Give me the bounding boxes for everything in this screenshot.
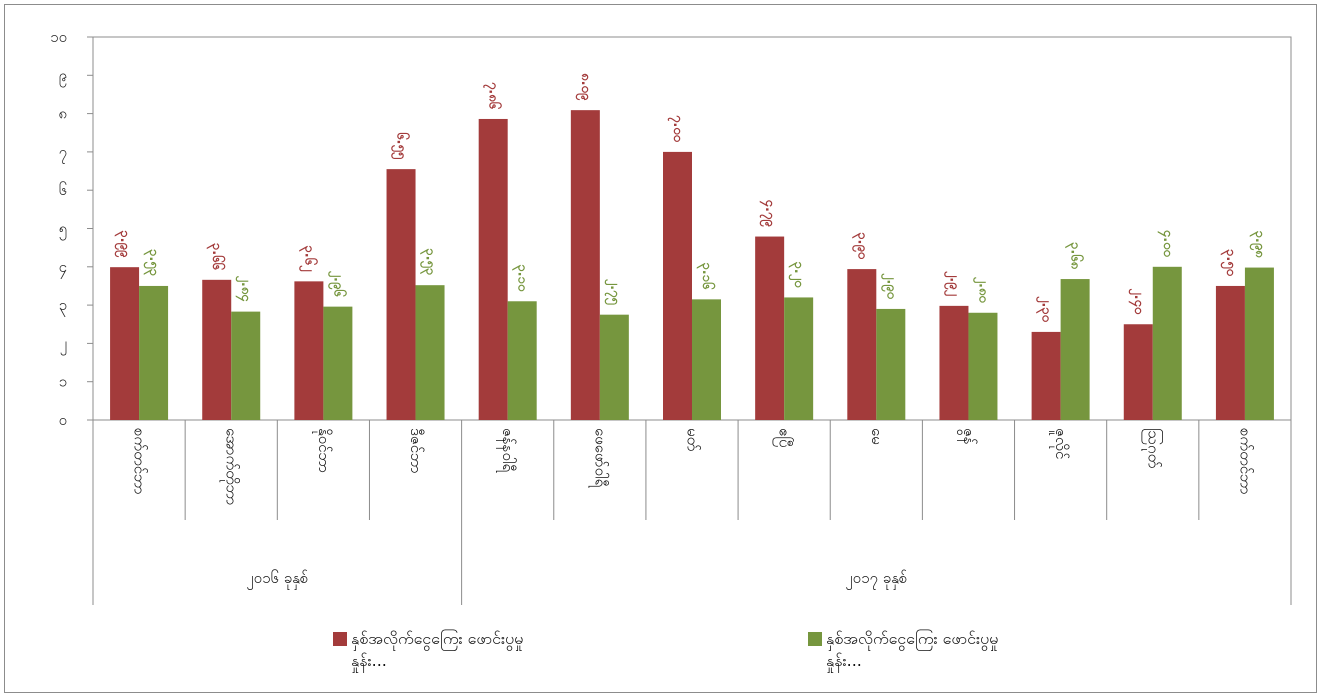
- data-label-series-1: ၆.၅၅: [391, 132, 411, 160]
- category-label: ဩဂုတ်: [1141, 428, 1163, 468]
- data-label-series-1: ၂.၉၂: [943, 271, 961, 297]
- bar-series-1: [110, 267, 140, 420]
- bar-series-2: [231, 311, 261, 420]
- category-label: မေ: [868, 428, 886, 445]
- bar-series-2: [507, 301, 537, 420]
- bar-series-1: [847, 269, 877, 420]
- data-label-series-1: ၇.၀၀: [667, 115, 685, 143]
- bar-series-1: [294, 281, 324, 420]
- y-tick-label: ၈: [58, 105, 67, 123]
- data-label-series-2: ၂.၈၀: [972, 277, 990, 304]
- category-label: ဒီဇင်ဘာ: [407, 428, 425, 474]
- data-label-series-1: ၈.၀၉: [575, 73, 593, 101]
- category-label: ဧပြီ: [773, 428, 794, 448]
- bar-series-1: [1123, 324, 1153, 420]
- bar-series-1: [1215, 285, 1245, 420]
- group-label: ၂၀၁၇ ခုနှစ်: [845, 569, 907, 590]
- bar-series-2: [968, 312, 998, 420]
- category-label: နိုဝင်ဘာ: [312, 428, 333, 473]
- y-tick-label: ၀: [59, 411, 67, 429]
- data-label-series-2: ၃.၅၃: [143, 249, 161, 277]
- data-label-series-2: ၃.၆၈: [1065, 242, 1085, 270]
- data-label-series-1: ၃.၆၂: [298, 245, 318, 272]
- bar-series-1: [939, 305, 969, 420]
- data-label-series-1: ၃.၉၀: [851, 232, 869, 260]
- bar-series-2: [415, 285, 445, 420]
- bar-series-2: [599, 314, 629, 420]
- category-label: ဇန်နဝါရီ: [496, 428, 517, 473]
- bar-series-2: [692, 299, 721, 420]
- data-label-series-2: ၄.၀၀: [1157, 230, 1175, 258]
- y-tick-label: ၉: [59, 66, 67, 87]
- data-label-series-1: ၃.၆၆: [206, 243, 226, 271]
- bar-series-2: [1244, 267, 1274, 420]
- y-tick-label: ၄: [59, 258, 67, 279]
- bar-series-1: [478, 118, 508, 420]
- category-label: စက်တင်ဘာ: [1236, 428, 1254, 495]
- bar-series-2: [876, 308, 906, 420]
- category-label: ဇူလိုင်: [1049, 428, 1070, 459]
- y-tick-label: ၁: [59, 373, 67, 391]
- y-tick-label: ၆: [59, 181, 67, 199]
- data-label-series-1: ၂.၄၀: [1128, 288, 1146, 315]
- data-label-series-2: ၃.၅၃: [420, 248, 438, 276]
- bar-series-1: [386, 169, 416, 420]
- category-label: ဖေဖော်ဝါရီ: [588, 428, 609, 489]
- bar-series-2: [1060, 279, 1090, 420]
- y-tick-label: ၃: [59, 296, 67, 317]
- bar-series-1: [1031, 331, 1061, 420]
- bar-series-2: [1152, 266, 1182, 420]
- data-label-series-1: ၂.၃၀: [1036, 296, 1054, 323]
- data-label-series-2: ၃.၁၆: [696, 262, 716, 290]
- y-tick-label: ၂: [60, 334, 67, 355]
- y-tick-label: ၅: [59, 220, 67, 241]
- data-label-series-2: ၃.၁၀: [512, 264, 530, 292]
- legend-swatch-series-1: [333, 632, 347, 646]
- bar-series-2: [784, 297, 814, 420]
- bar-series-1: [755, 236, 785, 420]
- bar-series-2: [139, 285, 169, 420]
- category-label: ဇွန်: [957, 428, 978, 445]
- legend-item-series-2: နှစ်အလိုက်ငွေကြေး ဖောင်းပွမှုနှုန်း...: [808, 628, 1016, 672]
- data-label-series-2: ၃.၉၈: [1249, 231, 1267, 259]
- bar-series-1: [663, 151, 692, 420]
- category-label: အောက်တိုဘာ: [220, 428, 241, 505]
- data-label-series-1: ၃.၅၀: [1220, 249, 1238, 277]
- data-label-series-2: ၂.၉၀: [880, 273, 898, 300]
- data-label-series-1: ၄.၇၉: [759, 200, 777, 228]
- y-tick-label: ၇: [59, 143, 67, 164]
- category-label: စက်တင်ဘာ: [131, 428, 149, 495]
- y-tick-label: ၁၀: [50, 28, 67, 46]
- bar-series-1: [570, 110, 600, 420]
- legend-label-series-1: နှစ်အလိုက်ငွေကြေး ဖောင်းပွမှုနှုန်း...: [351, 629, 524, 670]
- bar-series-1: [202, 279, 232, 420]
- bar-series-2: [323, 306, 353, 420]
- data-label-series-2: ၃.၂၀: [788, 261, 806, 288]
- data-label-series-2: ၂.၈၄: [235, 276, 253, 303]
- data-label-series-1: ၃.၉၉: [114, 230, 132, 258]
- data-label-series-2: ၂.၇၅: [604, 279, 622, 306]
- legend-label-series-2: နှစ်အလိုက်ငွေကြေး ဖောင်းပွမှုနှုန်း...: [826, 629, 999, 670]
- legend-item-series-1: နှစ်အလိုက်ငွေကြေး ဖောင်းပွမှုနှုန်း...: [333, 628, 541, 672]
- category-label: မတ်: [684, 428, 702, 451]
- data-label-series-2: ၂.၉၆: [327, 271, 347, 298]
- data-label-series-1: ၇.၈၆: [483, 82, 503, 110]
- legend-swatch-series-2: [808, 632, 822, 646]
- group-label: ၂၀၁၆ ခုနှစ်: [246, 569, 308, 590]
